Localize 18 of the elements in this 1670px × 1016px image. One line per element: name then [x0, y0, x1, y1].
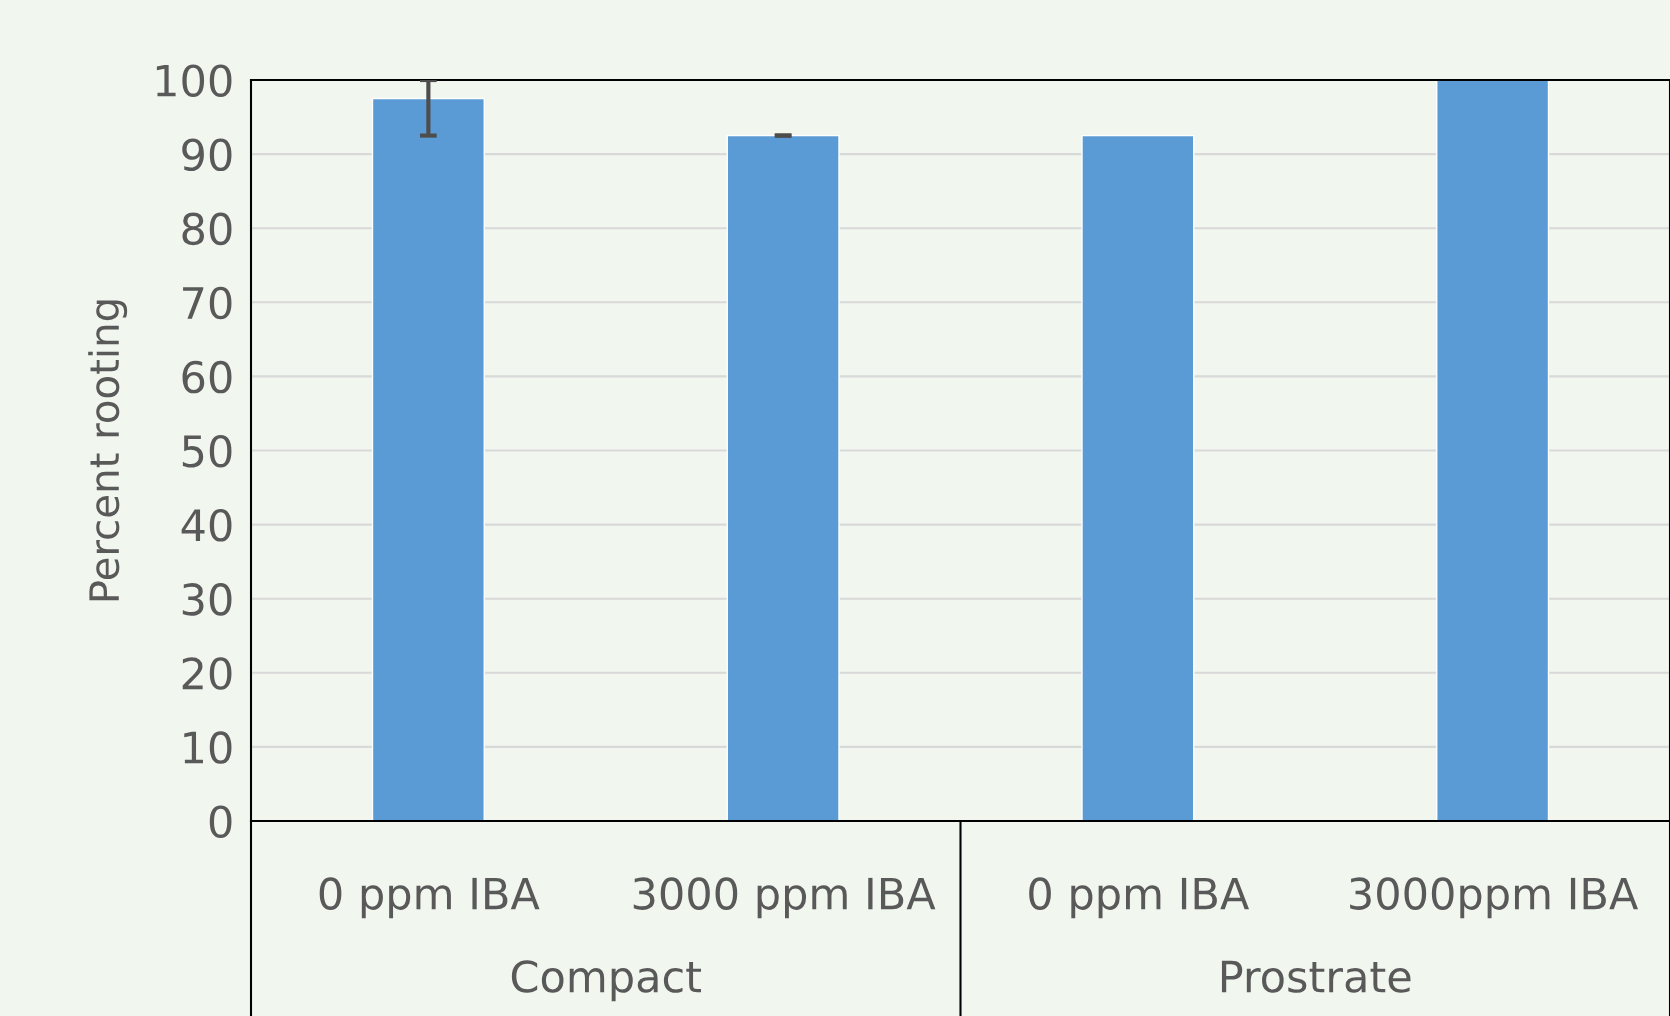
x-tick-label: 3000ppm IBA: [1350, 877, 1639, 919]
x-tick-label: 3000 ppm IBA: [633, 877, 936, 919]
text: Compact: [511, 960, 702, 1002]
y-tick-label: 80: [182, 212, 232, 246]
y-axis-title: Percent rooting: [88, 300, 128, 601]
text: Prostrate: [1221, 960, 1411, 993]
y-tick-label: 50: [182, 434, 232, 468]
y-tick-label: 0: [209, 805, 232, 838]
y-tick-label: 30: [182, 583, 232, 616]
y-tick-label: 40: [181, 509, 232, 542]
y-tick-label: 100: [156, 64, 232, 97]
y-tick-label: 70: [183, 286, 232, 320]
y-tick-label: 90: [182, 138, 232, 172]
x-tick-label: 0 ppm IBA: [319, 877, 540, 919]
x-tick-label: 0 ppm IBA: [1029, 877, 1250, 919]
y-tick-label: 10: [184, 731, 232, 764]
y-tick-label: 20: [182, 657, 232, 690]
y-tick-label: 60: [182, 360, 232, 394]
